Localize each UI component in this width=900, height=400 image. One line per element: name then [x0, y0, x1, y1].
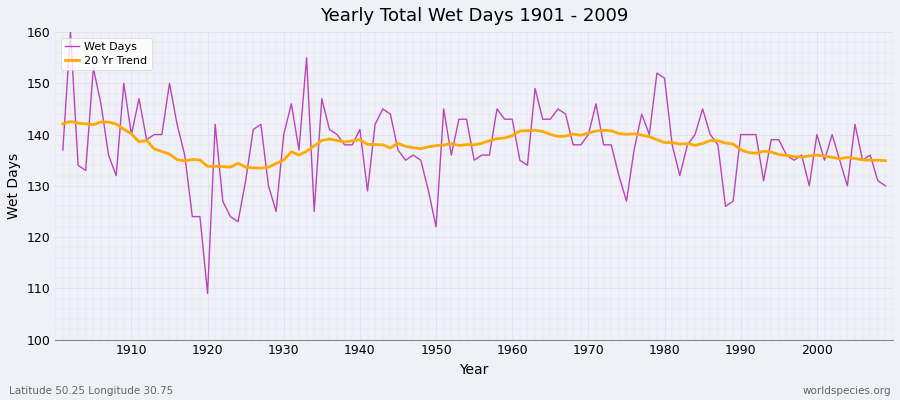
- Y-axis label: Wet Days: Wet Days: [7, 153, 21, 219]
- Text: Latitude 50.25 Longitude 30.75: Latitude 50.25 Longitude 30.75: [9, 386, 173, 396]
- 20 Yr Trend: [256, 166, 266, 170]
- X-axis label: Year: Year: [460, 363, 489, 377]
- Wet Days: [522, 163, 533, 168]
- 20 Yr Trend: [302, 149, 312, 154]
- Wet Days: [302, 55, 312, 60]
- Text: worldspecies.org: worldspecies.org: [803, 386, 891, 396]
- Line: Wet Days: Wet Days: [63, 32, 886, 294]
- Wet Days: [346, 142, 357, 147]
- 20 Yr Trend: [126, 131, 137, 136]
- 20 Yr Trend: [614, 131, 625, 136]
- Wet Days: [880, 184, 891, 188]
- 20 Yr Trend: [880, 158, 891, 163]
- Wet Days: [202, 291, 213, 296]
- 20 Yr Trend: [515, 128, 526, 133]
- Wet Days: [614, 173, 625, 178]
- 20 Yr Trend: [65, 119, 76, 124]
- 20 Yr Trend: [58, 122, 68, 126]
- Wet Days: [65, 30, 76, 34]
- Line: 20 Yr Trend: 20 Yr Trend: [63, 122, 886, 168]
- Wet Days: [515, 158, 526, 163]
- Wet Days: [58, 148, 68, 152]
- 20 Yr Trend: [522, 128, 533, 133]
- Legend: Wet Days, 20 Yr Trend: Wet Days, 20 Yr Trend: [61, 38, 152, 70]
- Title: Yearly Total Wet Days 1901 - 2009: Yearly Total Wet Days 1901 - 2009: [320, 7, 628, 25]
- Wet Days: [126, 132, 137, 137]
- 20 Yr Trend: [346, 138, 357, 143]
